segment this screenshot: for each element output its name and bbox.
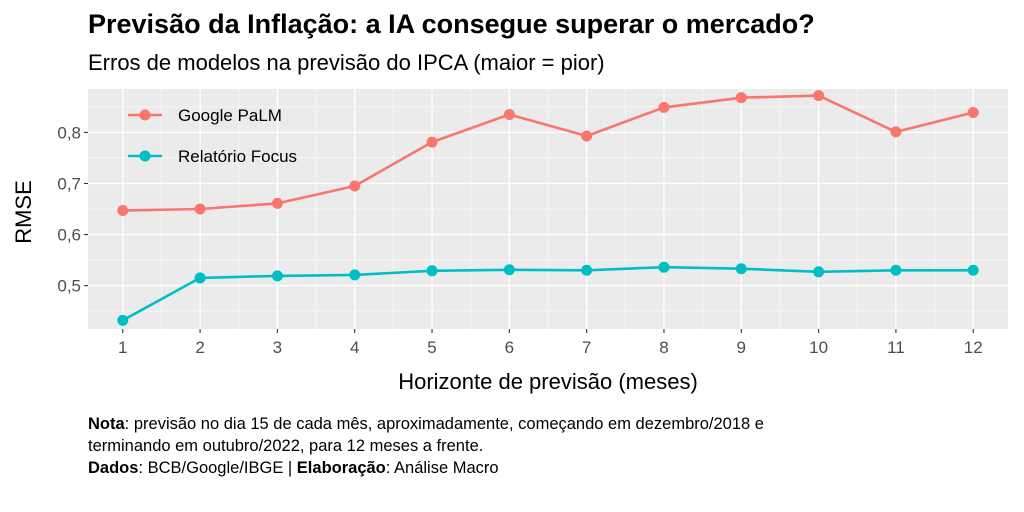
data-point-google-palm bbox=[349, 180, 361, 192]
data-point-relatorio-focus bbox=[194, 272, 206, 284]
elaboracao-label: Elaboração bbox=[296, 459, 386, 477]
x-tick-label: 8 bbox=[659, 338, 668, 357]
chart-subtitle: Erros de modelos na previsão do IPCA (ma… bbox=[88, 50, 605, 75]
data-point-google-palm bbox=[581, 130, 593, 142]
data-point-google-palm bbox=[658, 101, 670, 113]
series-line-relatorio-focus bbox=[122, 265, 974, 322]
minor-grid bbox=[88, 89, 1008, 329]
legend-key-point-google-palm bbox=[139, 109, 151, 121]
caption-line-3: Dados: BCB/Google/IBGE | Elaboração: Aná… bbox=[88, 457, 764, 479]
data-point-google-palm bbox=[890, 126, 902, 138]
y-axis: 0,5 0,6 0,7 0,8 bbox=[57, 123, 88, 296]
data-point-relatorio-focus bbox=[890, 264, 902, 276]
caption-line-2: terminando em outubro/2022, para 12 mese… bbox=[88, 437, 484, 455]
x-tick-label: 7 bbox=[582, 338, 591, 357]
x-tick-label: 5 bbox=[427, 338, 436, 357]
x-tick-label: 6 bbox=[505, 338, 514, 357]
data-point-relatorio-focus bbox=[658, 261, 670, 273]
x-tick-label: 9 bbox=[737, 338, 746, 357]
caption-line-1: Nota: previsão no dia 15 de cada mês, ap… bbox=[88, 413, 764, 435]
caption: Nota: previsão no dia 15 de cada mês, ap… bbox=[88, 413, 764, 479]
legend-key-point-relatorio-focus bbox=[139, 150, 151, 162]
x-tick-label: 1 bbox=[118, 338, 127, 357]
data-point-google-palm bbox=[117, 205, 129, 217]
data-point-google-palm bbox=[271, 197, 283, 209]
x-tick-label: 2 bbox=[195, 338, 204, 357]
y-tick-label: 0,6 bbox=[57, 226, 81, 245]
data-point-relatorio-focus bbox=[503, 264, 515, 276]
data-point-relatorio-focus bbox=[967, 264, 979, 276]
data-point-google-palm bbox=[426, 136, 438, 148]
data-point-google-palm bbox=[967, 106, 979, 118]
data-point-relatorio-focus bbox=[271, 270, 283, 282]
x-tick-label: 4 bbox=[350, 338, 359, 357]
x-tick-label: 11 bbox=[887, 338, 905, 357]
x-axis-title: Horizonte de previsão (meses) bbox=[398, 369, 698, 394]
x-tick-label: 3 bbox=[273, 338, 282, 357]
nota-label: Nota bbox=[88, 415, 125, 433]
series-layer bbox=[117, 90, 979, 326]
y-tick-label: 0,5 bbox=[57, 277, 81, 296]
data-point-google-palm bbox=[813, 90, 825, 102]
data-point-relatorio-focus bbox=[426, 265, 438, 277]
legend: Google PaLM Relatório Focus bbox=[128, 106, 297, 166]
nota-text: : previsão no dia 15 de cada mês, aproxi… bbox=[124, 415, 764, 433]
data-point-google-palm bbox=[194, 203, 206, 215]
y-axis-title: RMSE bbox=[11, 180, 36, 244]
data-point-relatorio-focus bbox=[117, 314, 129, 326]
legend-label-relatorio-focus: Relatório Focus bbox=[178, 147, 297, 166]
chart-title: Previsão da Inflação: a IA consegue supe… bbox=[88, 9, 815, 39]
series-line-google-palm bbox=[122, 94, 974, 212]
data-point-relatorio-focus bbox=[813, 266, 825, 278]
x-tick-label: 12 bbox=[964, 338, 983, 357]
data-point-google-palm bbox=[503, 109, 515, 121]
y-tick-label: 0,8 bbox=[57, 123, 81, 142]
dados-text: : BCB/Google/IBGE | bbox=[138, 459, 297, 477]
x-tick-label: 10 bbox=[809, 338, 828, 357]
x-axis: 1 2 3 4 5 6 7 8 9 10 11 12 bbox=[118, 329, 983, 357]
elaboracao-text: : Análise Macro bbox=[385, 459, 499, 477]
data-point-relatorio-focus bbox=[581, 264, 593, 276]
line-chart: 0,50,60,70,8 1 2 3 4 5 6 7 8 9 10 11 12 Horizonte d… bbox=[11, 89, 1008, 394]
legend-label-google-palm: Google PaLM bbox=[178, 106, 282, 125]
dados-label: Dados bbox=[88, 459, 139, 477]
data-point-relatorio-focus bbox=[349, 269, 361, 281]
data-point-google-palm bbox=[735, 92, 747, 104]
data-point-relatorio-focus bbox=[735, 263, 747, 275]
y-tick-label: 0,7 bbox=[57, 174, 81, 193]
